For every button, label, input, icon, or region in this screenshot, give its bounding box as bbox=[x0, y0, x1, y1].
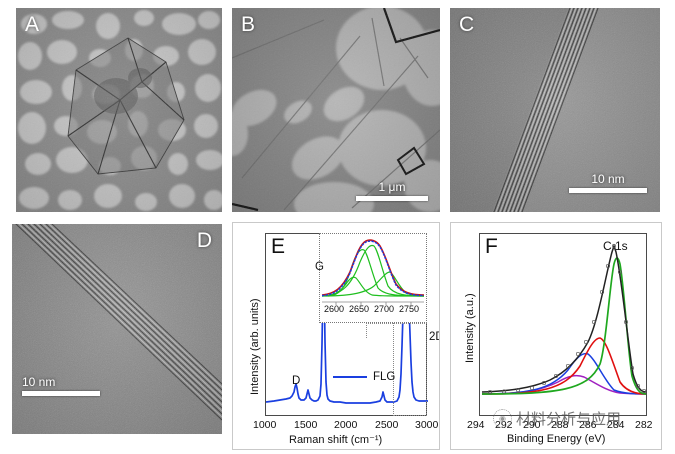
panel-f-ylabel: Intensity (a.u.) bbox=[464, 293, 476, 363]
panel-b: B 1 μm bbox=[232, 8, 440, 212]
panel-f-letter: F bbox=[485, 235, 498, 258]
panel-c-letter: C bbox=[459, 13, 475, 36]
panel-e-legend-swatch bbox=[333, 375, 367, 379]
panel-c-scalebar: 10 nm bbox=[569, 173, 647, 193]
panel-e-zoom-region bbox=[393, 323, 427, 416]
panel-f: F Intensity (a.u.) C 1s bbox=[450, 222, 662, 450]
panel-f-xtick-0: 294 bbox=[467, 419, 485, 431]
panel-f-title: C 1s bbox=[603, 239, 628, 253]
panel-e-xtick-3: 2500 bbox=[375, 419, 399, 431]
panel-e-ylabel: Intensity (arb. units) bbox=[249, 298, 261, 395]
panel-e: E Intensity (arb. units) bbox=[232, 222, 440, 450]
panel-e-inset-tick-2: 2700 bbox=[374, 304, 395, 314]
panel-d-scalebar-line bbox=[22, 390, 100, 396]
panel-f-xlabel: Binding Energy (eV) bbox=[507, 433, 606, 445]
panel-e-xtick-1: 1500 bbox=[294, 419, 318, 431]
panel-e-xtick-0: 1000 bbox=[253, 419, 277, 431]
panel-f-spectrum bbox=[481, 243, 647, 395]
panel-d-image bbox=[12, 224, 222, 434]
panel-d-scalebar: 10 nm bbox=[22, 376, 100, 396]
panel-e-xtick-2: 2000 bbox=[334, 419, 358, 431]
panel-e-annotation-d: D bbox=[292, 375, 301, 387]
panel-c-scalebar-line bbox=[569, 187, 647, 193]
panel-f-xtick-6: 282 bbox=[635, 419, 653, 431]
panel-c-image bbox=[450, 8, 660, 212]
panel-c-scalebar-label: 10 nm bbox=[591, 172, 625, 186]
panel-f-xtick-3: 288 bbox=[551, 419, 569, 431]
panel-f-xtick-5: 284 bbox=[607, 419, 625, 431]
panel-b-scalebar-label: 1 μm bbox=[378, 180, 406, 194]
panel-e-letter: E bbox=[271, 235, 286, 258]
panel-e-xlabel: Raman shift (cm⁻¹) bbox=[289, 434, 383, 446]
panel-b-scalebar-line bbox=[356, 195, 428, 201]
panel-e-inset-tick-0: 2600 bbox=[324, 304, 345, 314]
panel-d: D 10 nm bbox=[12, 224, 222, 434]
panel-d-letter: D bbox=[196, 229, 212, 252]
panel-b-scalebar: 1 μm bbox=[356, 181, 428, 201]
panel-e-annotation-g: G bbox=[315, 261, 324, 273]
panel-e-inset-plot bbox=[321, 239, 425, 305]
panel-e-legend: FLG bbox=[333, 371, 395, 383]
panel-e-annotation-2d: 2D bbox=[429, 331, 439, 343]
panel-b-image bbox=[232, 8, 440, 212]
panel-c: C 10 nm bbox=[450, 8, 660, 212]
panel-f-xtick-4: 286 bbox=[579, 419, 597, 431]
panel-d-scalebar-label: 10 nm bbox=[22, 375, 56, 389]
panel-e-inset-leader bbox=[366, 323, 395, 338]
circle-logo-icon: ◉ bbox=[493, 409, 512, 428]
panel-e-xtick-4: 3000 bbox=[415, 419, 439, 431]
panel-a-image bbox=[16, 8, 222, 212]
panel-f-xtick-2: 290 bbox=[523, 419, 541, 431]
watermark-text: 材料分析与应用 bbox=[516, 410, 622, 428]
panel-b-letter: B bbox=[241, 13, 256, 36]
panel-a: A bbox=[16, 8, 222, 212]
panel-e-inset-tick-1: 2650 bbox=[349, 304, 370, 314]
panel-e-inset-tick-3: 2750 bbox=[399, 304, 420, 314]
watermark: ◉ 材料分析与应用 bbox=[493, 408, 621, 429]
panel-e-inset: 2600 2650 2700 2750 bbox=[319, 233, 427, 323]
panel-e-legend-label: FLG bbox=[373, 371, 396, 383]
panel-a-letter: A bbox=[25, 13, 40, 36]
